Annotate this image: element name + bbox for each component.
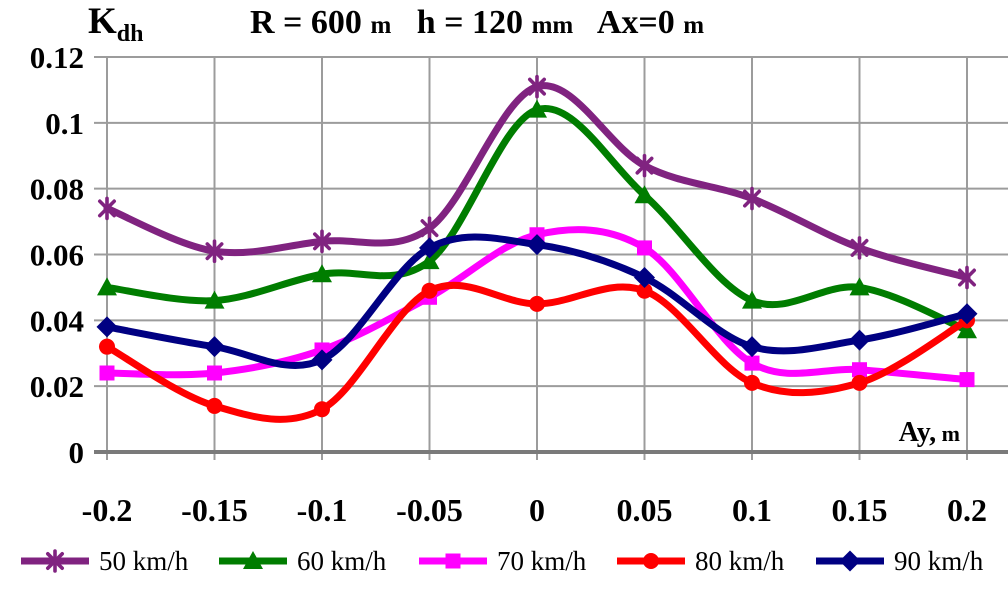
data-point-marker-legend-90-km-h: [839, 550, 861, 572]
data-point-marker-90-km-h: [849, 329, 870, 351]
legend-marker-triangle: [219, 551, 287, 569]
y-tick-label: 0.08: [30, 172, 84, 207]
y-axis-title-main: K: [88, 1, 117, 42]
data-point-marker-90-km-h: [311, 349, 333, 371]
chart-title-text: h = 120: [391, 4, 532, 41]
data-point-marker-80-km-h: [744, 374, 760, 391]
data-point-marker-60-km-h: [204, 290, 225, 309]
x-tick-label: 0.15: [832, 492, 888, 528]
x-tick-label: 0.05: [617, 492, 673, 528]
data-point-marker-legend-80-km-h: [643, 553, 659, 569]
chart-title: R = 600 m h = 120 mm Ax=0 m: [250, 1, 890, 48]
data-point-marker-80-km-h: [314, 401, 330, 418]
legend-label: 60 km/h: [297, 545, 387, 576]
legend-item-80-km-h: 80 km/h: [616, 542, 784, 580]
data-point-marker-90-km-h: [956, 303, 978, 325]
data-point-marker-80-km-h: [206, 397, 223, 414]
y-tick-label: 0.1: [45, 106, 84, 141]
chart-title-unit: mm: [531, 12, 574, 39]
data-point-marker-70-km-h: [852, 362, 867, 378]
data-point-marker-50-km-h: [527, 74, 547, 99]
y-axis-title: Kdh: [88, 0, 143, 56]
data-point-marker-60-km-h: [742, 290, 762, 309]
y-tick-label: 0.02: [30, 369, 84, 404]
data-point-marker-50-km-h: [98, 196, 116, 221]
chart-title-unit: m: [683, 12, 705, 39]
x-tick-label: -0.1: [297, 492, 348, 528]
data-point-marker-70-km-h: [744, 355, 760, 371]
data-point-marker-60-km-h: [527, 99, 547, 118]
data-point-marker-60-km-h: [419, 251, 440, 270]
legend-marker-circle: [617, 553, 685, 569]
data-point-marker-90-km-h: [419, 237, 440, 259]
chart-title-unit: m: [370, 12, 392, 39]
chart-legend: 50 km/h 60 km/h 70 km/h 80 km/h 90 km/h: [0, 542, 1008, 582]
legend-label: 80 km/h: [695, 545, 785, 576]
data-point-marker-90-km-h: [741, 336, 763, 358]
data-point-marker-80-km-h: [636, 282, 653, 299]
x-tick-label: 0.1: [732, 492, 772, 528]
x-tick-label: -0.05: [396, 492, 463, 528]
data-point-marker-80-km-h: [99, 338, 115, 355]
x-axis-title-unit: m: [936, 421, 960, 446]
data-point-marker-legend-50-km-h: [46, 549, 64, 573]
chart-title-text: R = 600: [250, 4, 371, 41]
data-point-marker-legend-60-km-h: [243, 551, 263, 569]
legend-marker-diamond: [816, 550, 884, 572]
data-point-marker-legend-70-km-h: [445, 553, 461, 569]
data-point-marker-80-km-h: [529, 295, 545, 312]
data-point-marker-60-km-h: [97, 277, 117, 296]
data-point-marker-70-km-h: [99, 365, 115, 381]
x-axis-title: Ay, m: [810, 417, 960, 449]
data-point-marker-50-km-h: [420, 216, 439, 240]
legend-item-60-km-h: 60 km/h: [218, 542, 386, 580]
data-point-marker-70-km-h: [637, 240, 652, 256]
legend-item-70-km-h: 70 km/h: [418, 542, 586, 580]
data-point-marker-60-km-h: [849, 277, 870, 296]
data-point-marker-50-km-h: [635, 153, 654, 178]
data-point-marker-90-km-h: [634, 267, 655, 289]
x-tick-label: -0.15: [181, 492, 248, 528]
data-point-marker-80-km-h: [421, 282, 438, 299]
data-point-marker-50-km-h: [312, 229, 332, 254]
legend-label: 50 km/h: [99, 545, 189, 576]
y-tick-label: 0.12: [30, 40, 84, 75]
data-point-marker-60-km-h: [957, 320, 977, 339]
legend-label: 70 km/h: [497, 545, 587, 576]
data-point-marker-90-km-h: [204, 336, 225, 358]
data-point-marker-70-km-h: [959, 372, 975, 388]
data-point-marker-50-km-h: [205, 239, 224, 264]
x-tick-label: 0: [529, 492, 545, 528]
x-axis-title-main: Ay,: [898, 417, 937, 448]
data-point-marker-50-km-h: [957, 265, 977, 290]
y-tick-label: 0.04: [30, 303, 84, 338]
data-point-marker-80-km-h: [851, 374, 868, 391]
legend-item-90-km-h: 90 km/h: [815, 542, 983, 580]
legend-label: 90 km/h: [894, 545, 984, 576]
legend-marker-square: [419, 553, 487, 569]
legend-item-50-km-h: 50 km/h: [20, 542, 188, 580]
data-point-marker-90-km-h: [96, 316, 118, 338]
data-point-marker-50-km-h: [742, 186, 762, 211]
legend-marker-asterisk: [21, 549, 89, 573]
y-tick-label: 0.06: [30, 238, 84, 273]
data-point-marker-60-km-h: [634, 185, 655, 204]
data-point-marker-70-km-h: [207, 365, 222, 381]
chart-title-text: Ax=0: [573, 4, 684, 41]
y-axis-title-subscript: dh: [116, 21, 144, 47]
data-point-marker-90-km-h: [526, 234, 548, 256]
data-point-marker-60-km-h: [312, 264, 332, 283]
x-tick-label: 0.2: [947, 492, 987, 528]
x-tick-label: -0.2: [82, 492, 133, 528]
y-tick-label: 0: [69, 435, 85, 470]
data-point-marker-50-km-h: [850, 236, 869, 260]
